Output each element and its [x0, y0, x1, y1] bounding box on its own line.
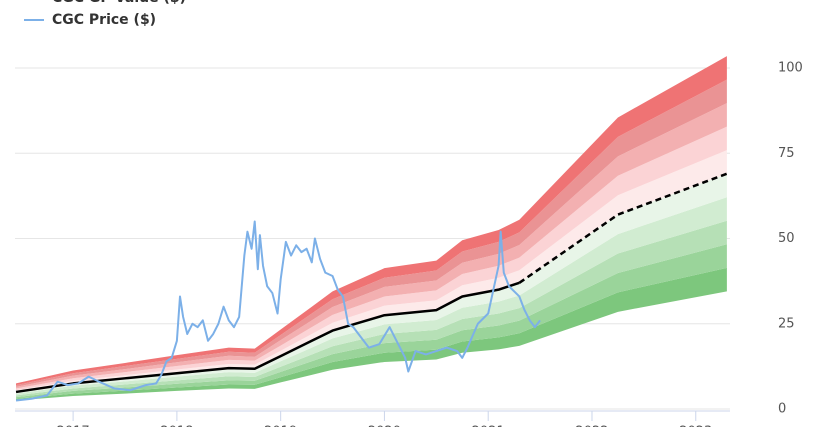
x-tick-label: 2020 — [368, 425, 401, 427]
x-tick-label: 2023 — [679, 425, 712, 427]
y-tick-label: 25 — [778, 316, 795, 331]
x-tick-label: 2019 — [264, 425, 297, 427]
y-tick-label: 100 — [778, 61, 803, 76]
legend-label: CGC Price ($) — [52, 12, 156, 28]
y-tick-label: 0 — [778, 402, 786, 417]
gf-value-line — [15, 281, 520, 394]
y-tick-label: 75 — [778, 146, 795, 161]
price-line — [15, 220, 541, 402]
x-tick-label: 2021 — [472, 425, 505, 427]
y-tick-label: 50 — [778, 231, 795, 246]
x-tick-label: 2022 — [575, 425, 608, 427]
legend-label: CGC GF Value ($) — [52, 0, 186, 6]
x-tick-label: 2017 — [57, 425, 90, 427]
x-tick-label: 2018 — [160, 425, 193, 427]
